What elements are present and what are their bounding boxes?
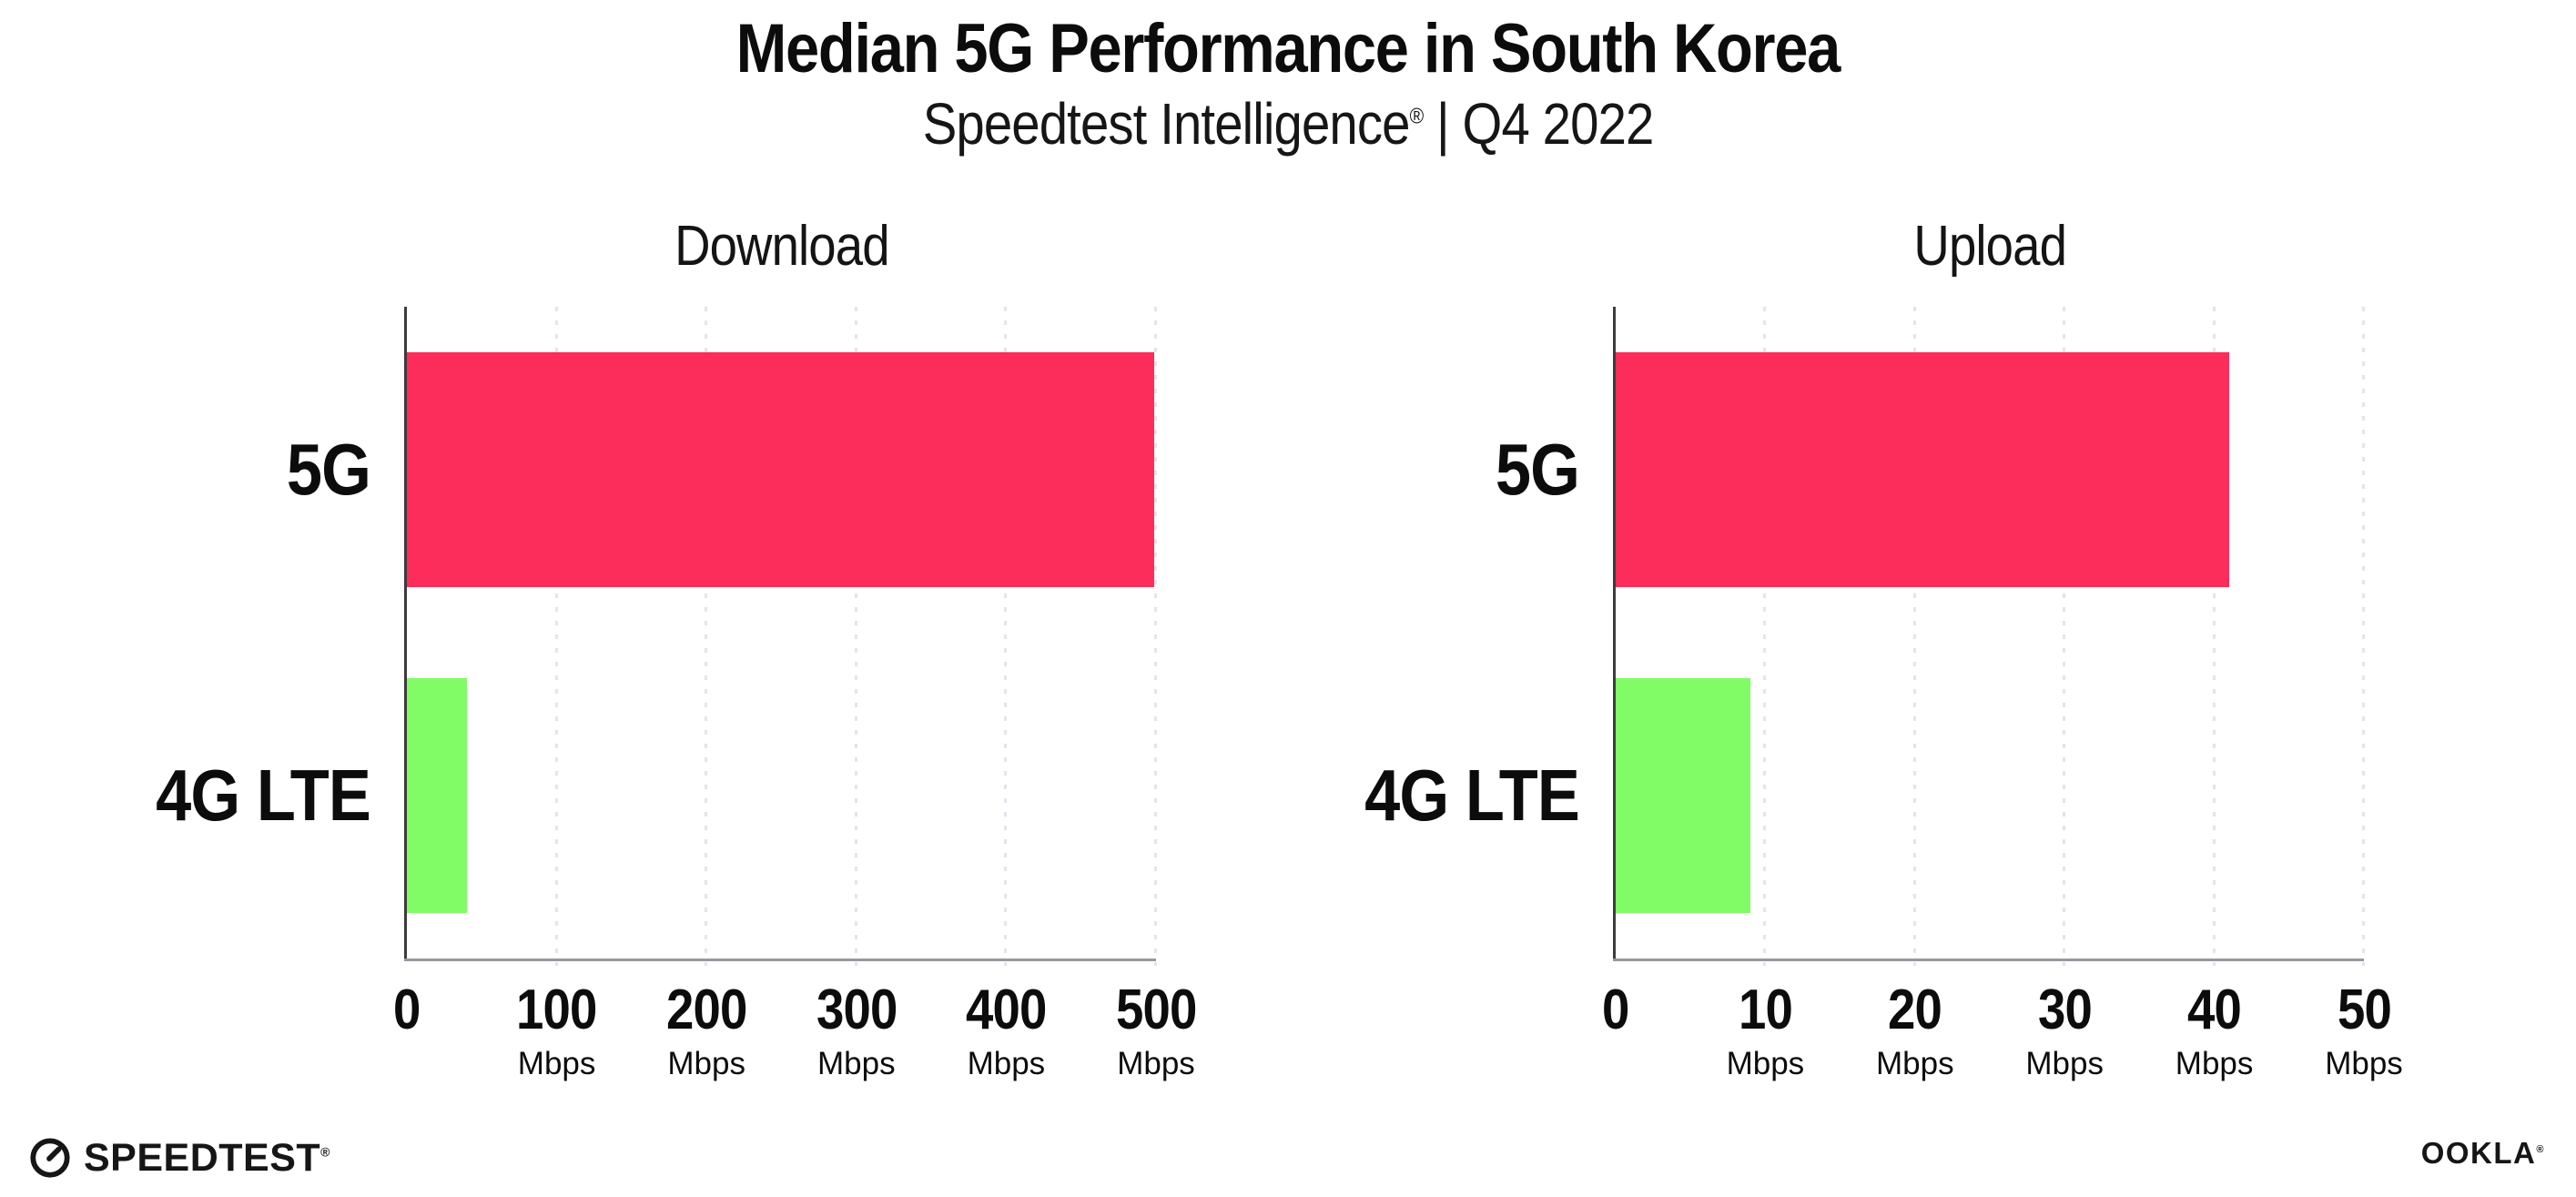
upload-category-label-5g: 5G bbox=[1495, 428, 1580, 510]
download-gridline-400 bbox=[1004, 307, 1008, 966]
subtitle-brand: Speedtest Intelligence bbox=[922, 91, 1411, 157]
speedtest-registered-mark: ® bbox=[320, 1144, 330, 1160]
upload-chart-title: Upload bbox=[1616, 214, 2364, 287]
ookla-wordmark-text: OOKLA bbox=[2420, 1136, 2537, 1170]
upload-category-label-4g-lte: 4G LTE bbox=[1364, 754, 1580, 836]
upload-tick-label-50: 50 bbox=[2227, 982, 2500, 1039]
download-tick-unit-100: Mbps bbox=[517, 1046, 596, 1081]
download-bar-5g bbox=[407, 351, 1155, 587]
download-tick-label-400: 400 bbox=[869, 982, 1142, 1039]
download-tick-label-text: 300 bbox=[816, 979, 898, 1041]
download-tick-label-500: 500 bbox=[1019, 982, 1293, 1039]
download-tick-label-0: 0 bbox=[270, 982, 543, 1039]
subtitle-inner: Speedtest Intelligence® | Q4 2022 bbox=[922, 90, 1655, 157]
download-tick-unit-200: Mbps bbox=[667, 1046, 745, 1081]
download-tick-unit-500: Mbps bbox=[1117, 1046, 1195, 1081]
page-title: Median 5G Performance in South Korea bbox=[735, 10, 1841, 87]
page-subtitle: Speedtest Intelligence® | Q4 2022 bbox=[0, 90, 2576, 157]
upload-tick-label-0: 0 bbox=[1479, 982, 1752, 1039]
download-tick-unit-300: Mbps bbox=[817, 1046, 896, 1081]
download-tick-label-100: 100 bbox=[421, 982, 694, 1039]
upload-tick-label-text: 10 bbox=[1738, 979, 1793, 1041]
speedtest-wordmark-text: SPEEDTEST bbox=[84, 1135, 321, 1180]
upload-tick-label-30: 30 bbox=[1928, 982, 2201, 1039]
download-x-axis-line bbox=[404, 959, 1156, 961]
upload-x-axis-line bbox=[1613, 959, 2364, 961]
chart-header: Median 5G Performance in South Korea Spe… bbox=[0, 0, 2576, 157]
download-bar-4g-lte bbox=[407, 677, 467, 913]
upload-tick-label-text: 20 bbox=[1888, 979, 1942, 1041]
download-gridline-500 bbox=[1154, 307, 1157, 966]
upload-bar-4g-lte bbox=[1616, 677, 1750, 913]
download-tick-label-text: 500 bbox=[1115, 979, 1197, 1041]
download-gridline-200 bbox=[705, 307, 708, 966]
upload-gridline-20 bbox=[1912, 307, 1916, 966]
upload-tick-unit-50: Mbps bbox=[2325, 1046, 2403, 1081]
speedtest-wordmark: SPEEDTEST® bbox=[84, 1135, 330, 1180]
upload-chart-plot: Upload 0 10 Mbps 20 Mbps 30 Mbps 40 Mbps 50 Mbps 5G… bbox=[1364, 215, 2403, 1080]
download-gridline-300 bbox=[854, 307, 857, 966]
download-tick-label-text: 400 bbox=[966, 979, 1047, 1041]
download-tick-label-text: 0 bbox=[393, 979, 421, 1041]
download-gridline-100 bbox=[554, 307, 558, 966]
upload-tick-unit-40: Mbps bbox=[2175, 1046, 2254, 1081]
download-tick-label-text: 100 bbox=[516, 979, 597, 1041]
download-chart-title-text: Download bbox=[674, 215, 889, 278]
download-category-label-4g-lte: 4G LTE bbox=[156, 754, 371, 836]
download-tick-label-200: 200 bbox=[570, 982, 843, 1039]
upload-tick-label-10: 10 bbox=[1628, 982, 1902, 1039]
upload-tick-label-text: 50 bbox=[2337, 979, 2392, 1041]
download-tick-label-300: 300 bbox=[720, 982, 993, 1039]
upload-tick-label-text: 30 bbox=[2037, 979, 2093, 1041]
speedtest-gauge-icon bbox=[29, 1137, 71, 1179]
upload-chart-title-text: Upload bbox=[1913, 215, 2067, 278]
subtitle-period: | Q4 2022 bbox=[1423, 91, 1654, 157]
download-tick-unit-400: Mbps bbox=[967, 1046, 1046, 1081]
ookla-logo: OOKLA® bbox=[2421, 1138, 2545, 1168]
download-category-label-5g: 5G bbox=[286, 428, 371, 510]
registered-mark: ® bbox=[1409, 104, 1424, 129]
upload-tick-label-40: 40 bbox=[2078, 982, 2351, 1039]
upload-tick-unit-10: Mbps bbox=[1726, 1046, 1805, 1081]
ookla-registered-mark: ® bbox=[2536, 1144, 2545, 1155]
upload-tick-label-text: 40 bbox=[2187, 979, 2242, 1041]
upload-gridline-50 bbox=[2362, 307, 2365, 966]
upload-tick-unit-20: Mbps bbox=[1876, 1046, 1954, 1081]
upload-bar-5g bbox=[1616, 351, 2230, 587]
download-tick-label-text: 200 bbox=[665, 979, 747, 1041]
upload-tick-label-20: 20 bbox=[1779, 982, 2052, 1039]
speedtest-logo: SPEEDTEST® bbox=[29, 1134, 330, 1182]
upload-gridline-10 bbox=[1763, 307, 1767, 966]
upload-gridline-30 bbox=[2063, 307, 2066, 966]
upload-tick-unit-30: Mbps bbox=[2025, 1046, 2104, 1081]
download-chart-plot: Download 0 100 Mbps 200 Mbps 300 Mbps 400 Mbps 50… bbox=[156, 215, 1197, 1080]
upload-gridline-40 bbox=[2212, 307, 2216, 966]
download-chart-title: Download bbox=[407, 214, 1156, 287]
upload-tick-label-text: 0 bbox=[1602, 979, 1629, 1041]
